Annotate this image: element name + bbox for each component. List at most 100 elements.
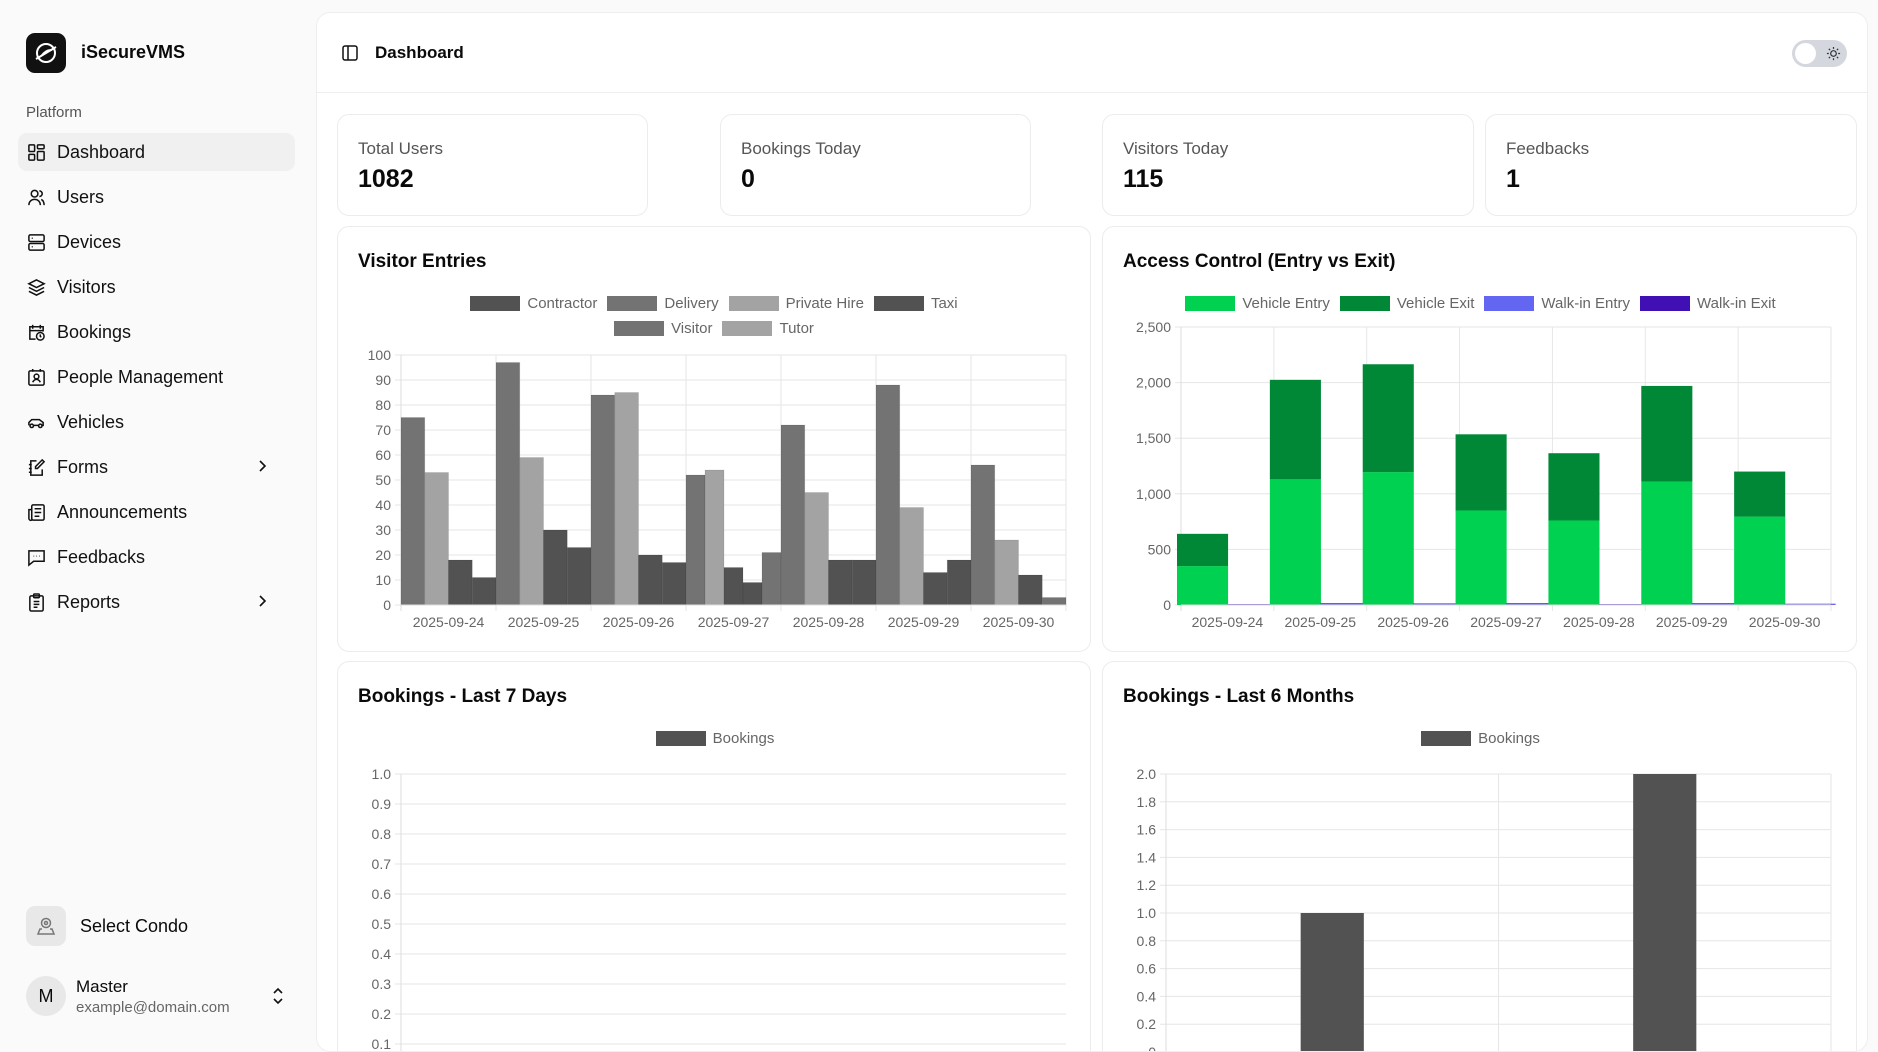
y-tick-label: 0 [383,597,391,613]
sidebar-item-reports[interactable]: Reports [18,583,295,621]
bar-taxi [662,563,686,606]
y-tick-label: 20 [375,547,391,563]
sidebar-toggle-icon[interactable] [341,44,359,62]
page-header: Dashboard [317,13,1867,93]
sidebar-item-bookings[interactable]: Bookings [18,313,295,351]
app-logo[interactable] [26,33,66,73]
chevrons-up-down-icon[interactable] [270,986,286,1006]
sidebar-item-users[interactable]: Users [18,178,295,216]
y-tick-label: 0.2 [372,1006,392,1022]
bar-vehicle-entry [1456,510,1507,605]
bar-taxi [852,560,876,605]
stat-card-total-users: Total Users 1082 [337,114,648,216]
stat-value: 0 [741,165,1010,194]
y-tick-label: 0.3 [372,976,392,992]
x-tick-label: 2025-09-26 [603,614,675,630]
sidebar-item-vehicles[interactable]: Vehicles [18,403,295,441]
bar-vehicle-entry [1363,472,1414,605]
bar-taxi [567,548,591,606]
y-tick-label: 40 [375,497,391,513]
sidebar-item-forms[interactable]: Forms [18,448,295,486]
sidebar-nav: Dashboard Users Devices Visitors Booking… [18,133,295,628]
y-tick-label: 0.2 [1137,1016,1157,1032]
newspaper-icon [27,503,46,522]
bar-vehicle-exit [1177,534,1228,566]
sidebar-item-label: Forms [57,457,108,478]
bar-delivery [876,385,900,605]
bar-vehicle-exit [1548,453,1599,520]
main-content: Dashboard Total Users 1082 Bookings Toda… [316,12,1868,1052]
x-tick-label: 2025-09-27 [698,614,770,630]
bar-vehicle-exit [1456,434,1507,510]
y-tick-label: 0 [1148,1044,1156,1052]
bar-delivery [686,475,705,605]
bar-private-hire [425,473,449,606]
stat-value: 1 [1506,165,1836,194]
x-tick-label: 2025-09-24 [413,614,485,630]
x-tick-label: 2025-09-26 [1377,614,1449,630]
stat-label: Bookings Today [741,139,1010,159]
bar-delivery [971,465,995,605]
sidebar-item-label: Vehicles [57,412,124,433]
avatar: M [26,976,66,1016]
bar-contractor [449,560,473,605]
sidebar-item-label: Users [57,187,104,208]
bar-vehicle-exit [1363,364,1414,472]
bar-bookings [1633,774,1696,1052]
y-tick-label: 1.4 [1137,849,1157,865]
y-tick-label: 1,000 [1136,486,1171,502]
sidebar: iSecureVMS Platform Dashboard Users Devi… [0,0,316,1041]
y-tick-label: 0.4 [1137,988,1157,1004]
clipboard-icon [27,593,46,612]
x-tick-label: 2025-09-28 [793,614,865,630]
bar-taxi [743,583,762,606]
stat-value: 1082 [358,165,627,194]
y-tick-label: 1.8 [1137,794,1157,810]
y-tick-label: 70 [375,422,391,438]
sidebar-item-feedbacks[interactable]: Feedbacks [18,538,295,576]
app-name: iSecureVMS [81,42,185,63]
users-icon [27,188,46,207]
bar-contractor [639,555,663,605]
bar-visitor [1042,598,1066,606]
y-tick-label: 0.1 [372,1036,392,1052]
toggle-knob [1795,43,1816,64]
sidebar-item-dashboard[interactable]: Dashboard [18,133,295,171]
y-tick-label: 60 [375,447,391,463]
bar-taxi [472,578,496,606]
x-tick-label: 2025-09-25 [508,614,580,630]
sidebar-item-people-management[interactable]: People Management [18,358,295,396]
sidebar-item-devices[interactable]: Devices [18,223,295,261]
y-tick-label: 0.7 [372,856,392,872]
chevron-right-icon[interactable] [254,593,270,609]
bar-contractor [1019,575,1043,605]
form-icon [27,458,46,477]
y-tick-label: 90 [375,372,391,388]
x-tick-label: 2025-09-29 [1656,614,1728,630]
y-tick-label: 0.6 [1137,961,1157,977]
sidebar-item-label: Feedbacks [57,547,145,568]
chart-svg: 00.10.20.30.40.50.60.70.80.91.0 [338,662,1090,1052]
user-menu[interactable]: M Master example@domain.com [26,976,286,1016]
sidebar-item-announcements[interactable]: Announcements [18,493,295,531]
bar-delivery [496,363,520,606]
access-control-card: Access Control (Entry vs Exit) Vehicle E… [1102,226,1857,652]
bar-delivery [781,425,805,605]
select-condo-label: Select Condo [80,916,188,937]
bar-contractor [924,573,948,606]
y-tick-label: 1.6 [1137,822,1157,838]
sidebar-item-label: Dashboard [57,142,145,163]
select-condo-button[interactable]: Select Condo [26,906,188,946]
theme-toggle[interactable] [1792,40,1847,67]
bar-visitor [762,553,781,606]
y-tick-label: 1,500 [1136,430,1171,446]
chevron-right-icon[interactable] [254,458,270,474]
bar-contractor [829,560,853,605]
bar-private-hire [520,458,544,606]
bar-bookings [1301,913,1364,1052]
y-tick-label: 0.5 [372,916,392,932]
sidebar-item-visitors[interactable]: Visitors [18,268,295,306]
sidebar-item-label: Reports [57,592,120,613]
dashboard-icon [27,143,46,162]
